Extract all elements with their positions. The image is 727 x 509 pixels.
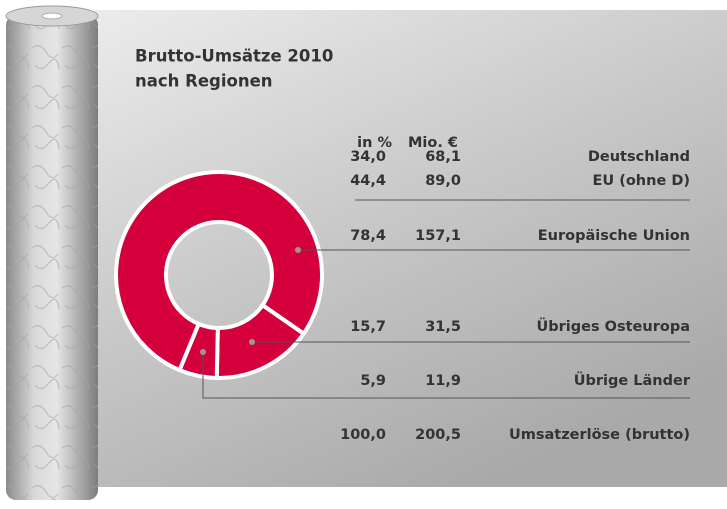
chart-subtitle: nach Regionen (135, 72, 273, 91)
percent-cell: 34,0 (350, 149, 386, 165)
amount-cell: 200,5 (415, 427, 461, 443)
region-label: Europäische Union (538, 228, 690, 244)
amount-cell: 68,1 (425, 149, 461, 165)
leader-line (202, 352, 690, 399)
table: 34,0 68,1 Deutschland 44,4 89,0 EU (ohne D) 78… (340, 149, 691, 443)
leader-dot (200, 349, 206, 355)
percent-cell: 44,4 (350, 173, 386, 189)
amount-cell: 31,5 (425, 319, 461, 335)
column-header: in % (357, 135, 392, 151)
region-label: EU (ohne D) (592, 173, 690, 189)
amount-cell: 89,0 (425, 173, 461, 189)
donut-slice (177, 321, 220, 380)
percent-cell: 5,9 (360, 373, 386, 389)
paper-roll (5, 5, 99, 500)
region-label: Übriges Osteuropa (537, 317, 691, 335)
percent-cell: 15,7 (350, 319, 386, 335)
region-label: Übrige Länder (574, 371, 691, 389)
percent-cell: 100,0 (340, 427, 386, 443)
column-header: Mio. € (408, 135, 458, 151)
percent-cell: 78,4 (350, 228, 386, 244)
donut-slice (114, 170, 324, 373)
background-panel (95, 10, 727, 487)
amount-cell: 157,1 (415, 228, 461, 244)
region-label: Deutschland (588, 149, 690, 165)
region-label: Umsatzerlöse (brutto) (509, 427, 690, 443)
leader-dot (295, 247, 301, 253)
chart-title: Brutto-Umsätze 2010 (135, 47, 333, 66)
leader-dot (249, 339, 255, 345)
amount-cell: 11,9 (425, 373, 461, 389)
leader-lines (200, 199, 690, 399)
